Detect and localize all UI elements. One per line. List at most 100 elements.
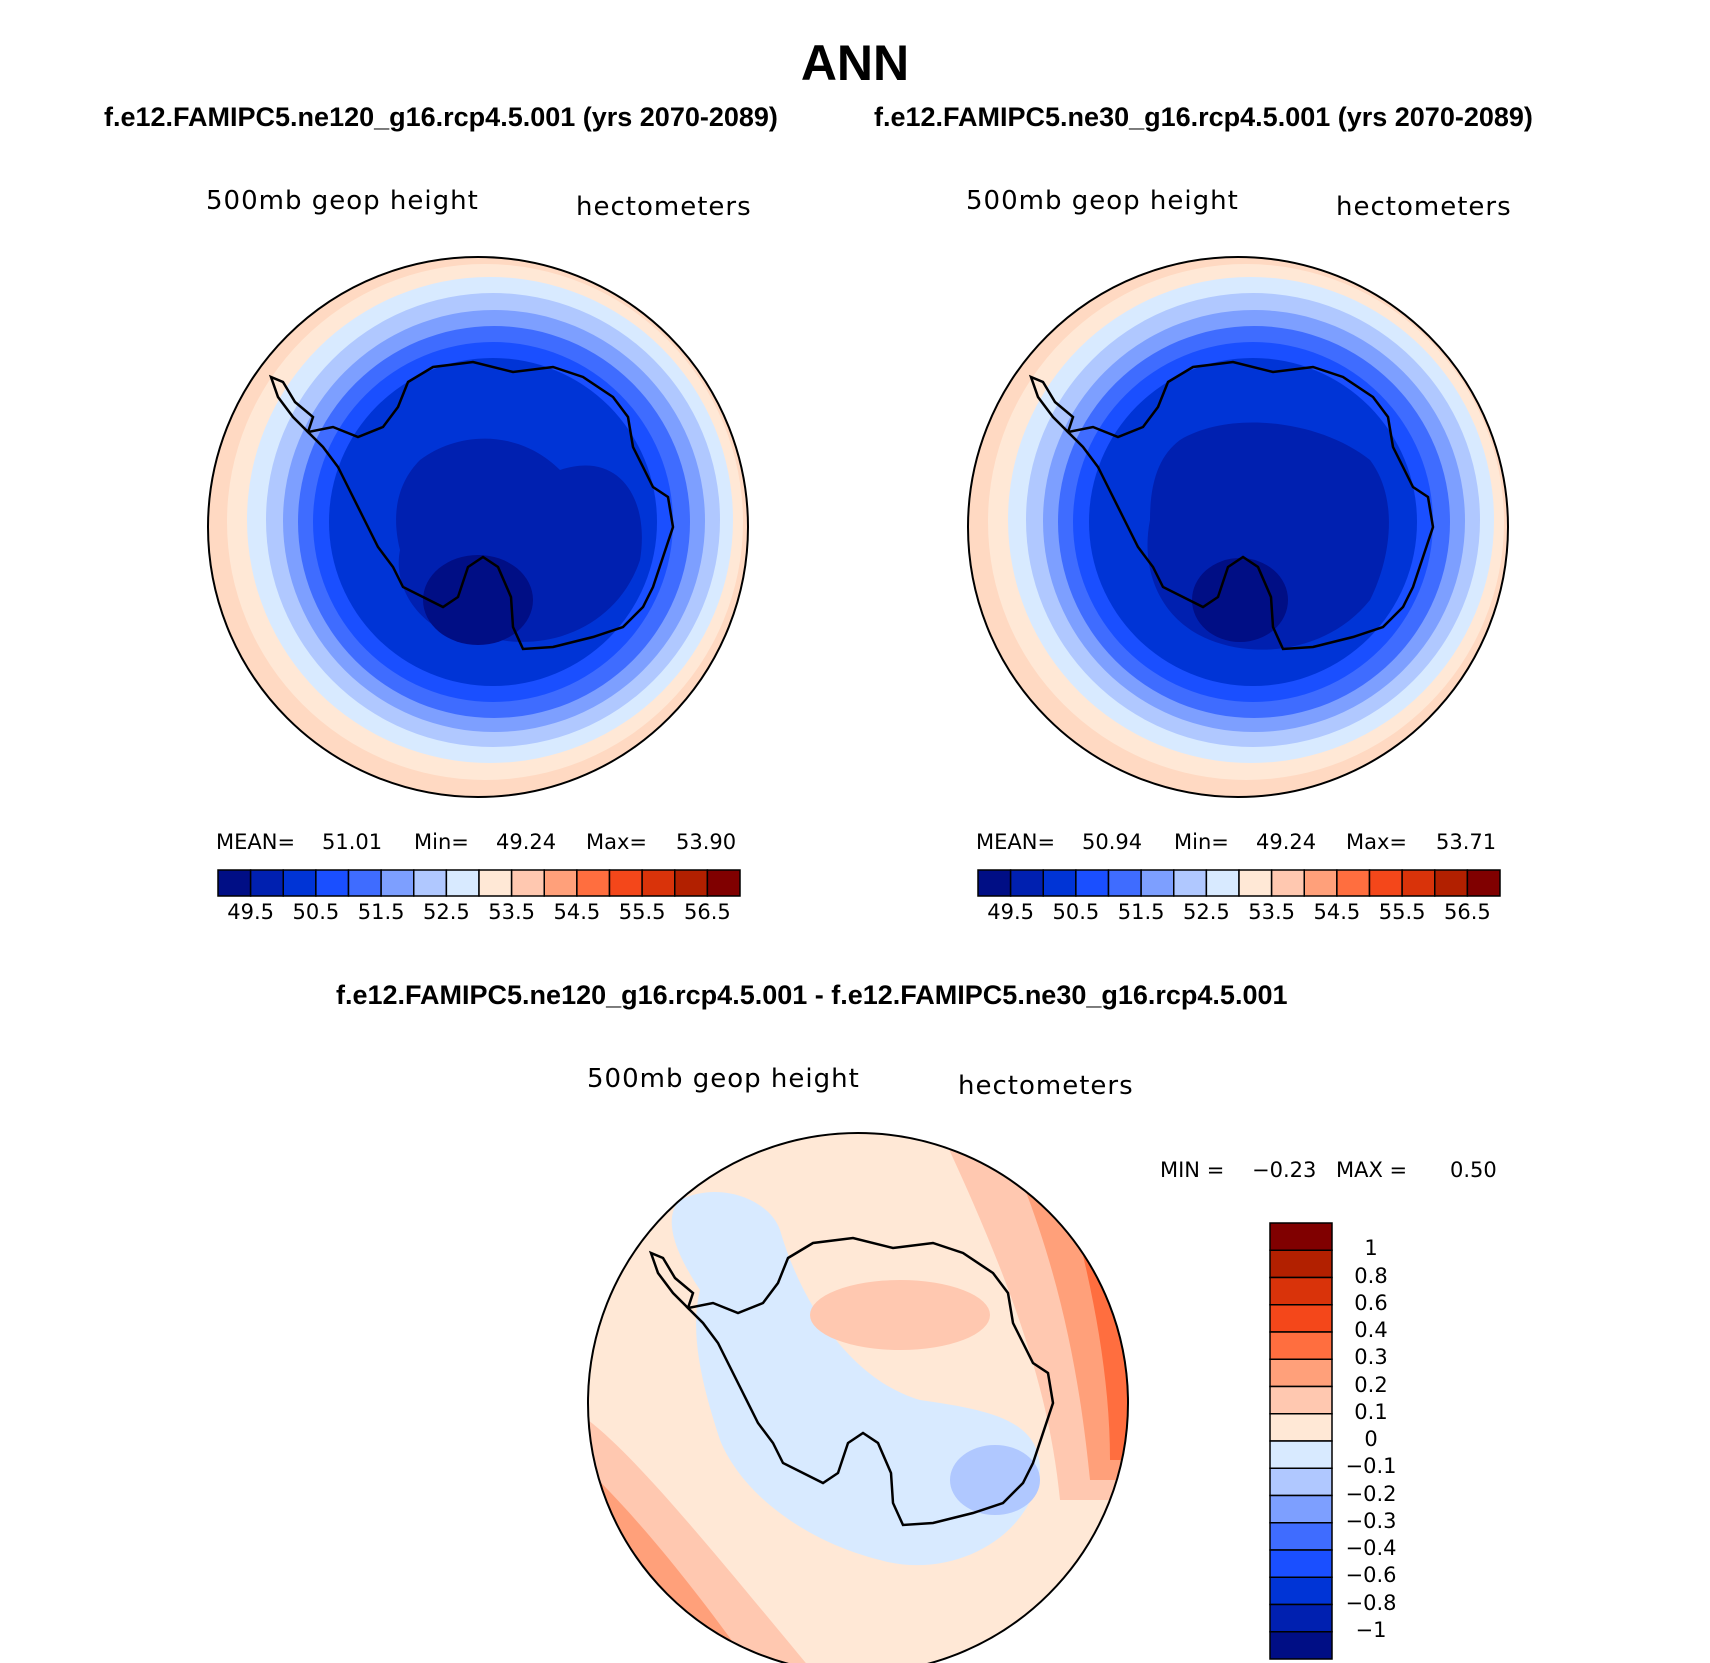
diff-colorbar-tick-label: −0.3 bbox=[1345, 1508, 1397, 1533]
diff-colorbar-tick-label: −0.2 bbox=[1345, 1481, 1397, 1506]
panel-1-colorbar-swatch-2 bbox=[282, 869, 317, 897]
panel-1-mean-value: 51.01 bbox=[322, 830, 383, 854]
diff-colorbar-tick-label: 0.6 bbox=[1354, 1290, 1388, 1315]
panel-2-colorbar-swatch-7 bbox=[1205, 869, 1240, 897]
panel-1-colorbar-swatch-5 bbox=[380, 869, 415, 897]
diff-colorbar-tick-label: 1 bbox=[1364, 1236, 1378, 1261]
diff-min-value: −0.23 bbox=[1252, 1158, 1317, 1182]
panel-1-colorbar-tick-label: 50.5 bbox=[292, 900, 340, 924]
diff-colorbar-tick-label: −0.8 bbox=[1345, 1590, 1397, 1615]
panel-1-colorbar-swatch-4 bbox=[347, 869, 382, 897]
diff-colorbar-swatch-3 bbox=[1269, 1304, 1333, 1333]
diff-colorbar-tick-label: −0.6 bbox=[1345, 1563, 1397, 1588]
panel-1-colorbar-swatch-9 bbox=[510, 869, 545, 897]
diff-colorbar-tick-label: 0.3 bbox=[1354, 1345, 1388, 1370]
panel-1-colorbar-swatch-0 bbox=[217, 869, 252, 897]
panel-2-max-label: Max= bbox=[1346, 830, 1408, 854]
panel-2-colorbar-swatch-15 bbox=[1466, 869, 1501, 897]
panel-2-colorbar-tick-label: 55.5 bbox=[1378, 900, 1426, 924]
panel-2-colorbar-swatch-3 bbox=[1075, 869, 1110, 897]
diff-colorbar-swatch-13 bbox=[1269, 1576, 1333, 1606]
panel-2-colorbar-tick-label: 51.5 bbox=[1117, 900, 1165, 924]
panel-1-mean-label: MEAN= bbox=[216, 830, 296, 854]
panel-2-colorbar-swatch-12 bbox=[1368, 869, 1403, 897]
diff-colorbar-swatch-0 bbox=[1269, 1222, 1333, 1251]
panel-1-colorbar-swatch-11 bbox=[576, 869, 611, 897]
panel-1-max-label: Max= bbox=[586, 830, 648, 854]
diff-colorbar-swatch-14 bbox=[1269, 1603, 1333, 1633]
panel-2-variable-label: 500mb geop height bbox=[966, 186, 1239, 216]
panel-2-colorbar-tick-label: 50.5 bbox=[1052, 900, 1100, 924]
diff-units-label: hectometers bbox=[958, 1071, 1134, 1101]
panel-2-colorbar-tick-label: 54.5 bbox=[1313, 900, 1361, 924]
panel-2-colorbar-tick-label: 56.5 bbox=[1443, 900, 1491, 924]
panel-2-colorbar-swatch-10 bbox=[1303, 869, 1338, 897]
panel-1-colorbar-swatch-8 bbox=[478, 869, 513, 897]
diff-max-label: MAX = bbox=[1336, 1158, 1408, 1182]
diff-colorbar-tick-label: 0.2 bbox=[1354, 1372, 1388, 1397]
panel-2-colorbar-tick-label: 52.5 bbox=[1182, 900, 1230, 924]
panel-1-colorbar-swatch-1 bbox=[249, 869, 284, 897]
diff-min-label: MIN = bbox=[1160, 1158, 1225, 1182]
panel-1-colorbar bbox=[217, 869, 741, 897]
panel-1-colorbar-tick-label: 53.5 bbox=[488, 900, 535, 924]
panel-1-colorbar-tick-label: 55.5 bbox=[618, 900, 666, 924]
panel-1-case-title: f.e12.FAMIPC5.ne120_g16.rcp4.5.001 (yrs … bbox=[104, 102, 778, 132]
panel-2-colorbar-swatch-6 bbox=[1173, 869, 1208, 897]
panel-2-map-border bbox=[967, 256, 1509, 798]
diff-variable-label: 500mb geop height bbox=[587, 1064, 860, 1094]
panel-1-colorbar-swatch-3 bbox=[315, 869, 350, 897]
panel-2-colorbar-swatch-8 bbox=[1238, 869, 1273, 897]
panel-1-colorbar-swatch-13 bbox=[641, 869, 676, 897]
diff-colorbar-tick-label: 0.4 bbox=[1354, 1318, 1388, 1342]
diff-band-neg0.2 bbox=[950, 1445, 1040, 1515]
diff-map-border bbox=[587, 1132, 1129, 1663]
panel-1-max-value: 53.90 bbox=[676, 830, 737, 854]
panel-1-colorbar-tick-label: 56.5 bbox=[683, 900, 731, 924]
diff-colorbar-tick-label: 0.1 bbox=[1354, 1399, 1388, 1424]
panel-1-colorbar-tick-label: 49.5 bbox=[227, 900, 274, 924]
diff-colorbar-swatch-11 bbox=[1269, 1522, 1333, 1551]
diff-colorbar-tick-label: −0.1 bbox=[1345, 1454, 1397, 1479]
panel-1-colorbar-swatch-15 bbox=[706, 869, 741, 897]
diff-band-0.1-interior bbox=[810, 1280, 990, 1350]
panel-2-mean-value: 50.94 bbox=[1082, 830, 1143, 854]
panel-1-units-label: hectometers bbox=[576, 192, 752, 222]
panel-1-colorbar-swatch-12 bbox=[608, 869, 643, 897]
diff-colorbar-swatch-6 bbox=[1269, 1385, 1333, 1415]
diff-colorbar-swatch-8 bbox=[1269, 1440, 1333, 1469]
diff-colorbar-swatch-1 bbox=[1269, 1249, 1333, 1279]
panel-2-mean-label: MEAN= bbox=[976, 830, 1056, 854]
panel-2-colorbar-swatch-0 bbox=[977, 869, 1012, 897]
panel-2-max-value: 53.71 bbox=[1436, 830, 1497, 854]
diff-colorbar-swatch-12 bbox=[1269, 1549, 1333, 1578]
figure-title: ANN bbox=[800, 35, 910, 91]
panel-2-colorbar-swatch-2 bbox=[1042, 869, 1077, 897]
diff-colorbar-tick-label: 0 bbox=[1364, 1427, 1378, 1451]
diff-title: f.e12.FAMIPC5.ne120_g16.rcp4.5.001 - f.e… bbox=[336, 980, 1288, 1010]
diff-colorbar-tick-label: −0.4 bbox=[1345, 1536, 1397, 1560]
panel-1-band-49.5 bbox=[423, 555, 533, 645]
panel-1-colorbar-tick-label: 52.5 bbox=[422, 900, 470, 924]
panel-1-colorbar-tick-label: 51.5 bbox=[357, 900, 405, 924]
diff-colorbar-tick-label: 0.8 bbox=[1354, 1263, 1388, 1288]
panel-2-colorbar-swatch-14 bbox=[1434, 869, 1469, 897]
panel-2-colorbar-swatch-5 bbox=[1140, 869, 1175, 897]
panel-1-map-border bbox=[207, 256, 749, 798]
diff-colorbar-swatch-7 bbox=[1269, 1413, 1333, 1442]
diff-colorbar-tick-label: −1 bbox=[1355, 1617, 1387, 1642]
panel-2-min-value: 49.24 bbox=[1256, 830, 1317, 854]
diff-band-neg0.1 bbox=[671, 1191, 1040, 1566]
diff-colorbar-swatch-10 bbox=[1269, 1494, 1333, 1524]
panel-1-colorbar-swatch-6 bbox=[413, 869, 448, 897]
panel-1-variable-label: 500mb geop height bbox=[206, 186, 479, 216]
panel-1-colorbar-swatch-7 bbox=[445, 869, 480, 897]
diff-colorbar bbox=[1269, 1222, 1333, 1660]
panel-2-colorbar-swatch-13 bbox=[1401, 869, 1436, 897]
diff-colorbar-swatch-15 bbox=[1269, 1631, 1333, 1660]
diff-band-0.4-left bbox=[588, 1600, 650, 1663]
panel-1-map bbox=[207, 256, 749, 798]
panel-2-colorbar-swatch-4 bbox=[1107, 869, 1142, 897]
panel-2-min-label: Min= bbox=[1174, 830, 1229, 854]
